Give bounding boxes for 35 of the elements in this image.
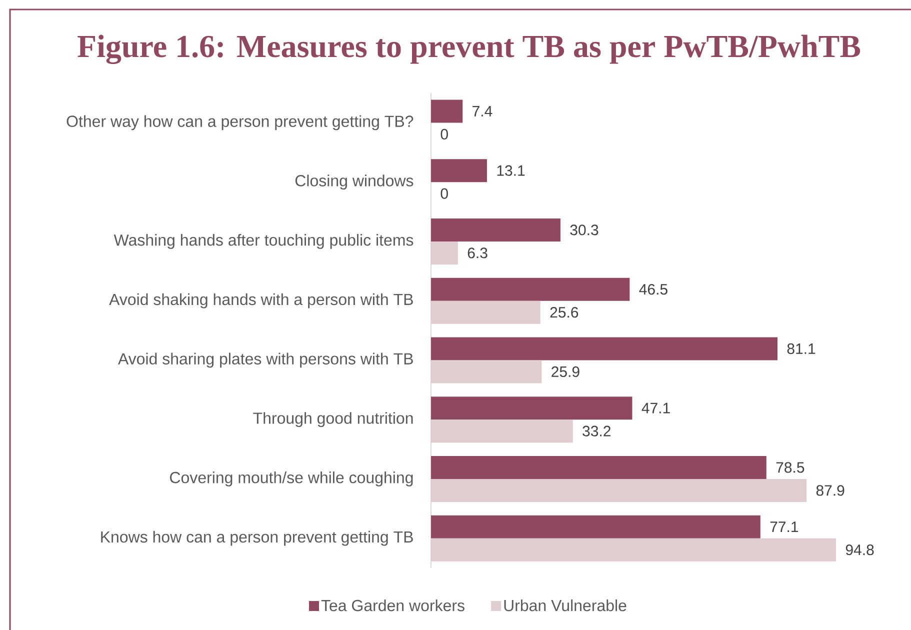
data-label: 30.3 <box>570 224 598 236</box>
data-label: 13.1 <box>497 165 525 176</box>
data-label: 78.5 <box>776 462 804 473</box>
y-tick-label: Closing windows <box>295 174 414 190</box>
bar <box>431 278 630 301</box>
bar <box>431 218 560 242</box>
y-tick-label: Avoid shaking hands with a person with TB <box>109 293 413 308</box>
data-label: 0 <box>440 128 448 140</box>
chart-title: Figure 1.6: Measures to prevent TB as per PwTB/PwhTB <box>78 34 860 64</box>
y-tick-label: Washing hands after touching public items <box>114 234 414 249</box>
legend-label: Urban Vulnerable <box>504 599 626 612</box>
data-label: 47.1 <box>642 402 670 414</box>
data-label: 7.4 <box>472 106 492 116</box>
y-tick-label: Other way how can a person prevent getting TB? <box>66 115 414 130</box>
data-label: 6.3 <box>468 248 488 258</box>
bar <box>431 396 632 420</box>
y-tick-label: Knows how can a person prevent getting TB <box>101 530 413 546</box>
y-tick-label: Through good nutrition <box>253 412 413 428</box>
data-label: 0 <box>440 188 448 199</box>
data-label: 33.2 <box>582 426 610 436</box>
data-label: 25.9 <box>552 366 580 378</box>
bar <box>431 456 766 479</box>
legend-label: Tea Garden workers <box>321 599 464 612</box>
y-tick-label: Covering mouth/se while coughing <box>170 472 413 486</box>
data-label: 77.1 <box>770 522 798 532</box>
bar <box>431 159 487 182</box>
data-label: 81.1 <box>787 343 816 354</box>
bar <box>431 337 778 360</box>
bar <box>431 100 463 123</box>
bar <box>431 515 760 538</box>
y-tick-label: Avoid sharing plates with persons with TB <box>118 352 413 368</box>
data-label: 25.6 <box>550 307 578 318</box>
data-label: 94.8 <box>846 544 874 556</box>
data-label: 87.9 <box>816 485 844 496</box>
data-label: 46.5 <box>639 284 668 295</box>
